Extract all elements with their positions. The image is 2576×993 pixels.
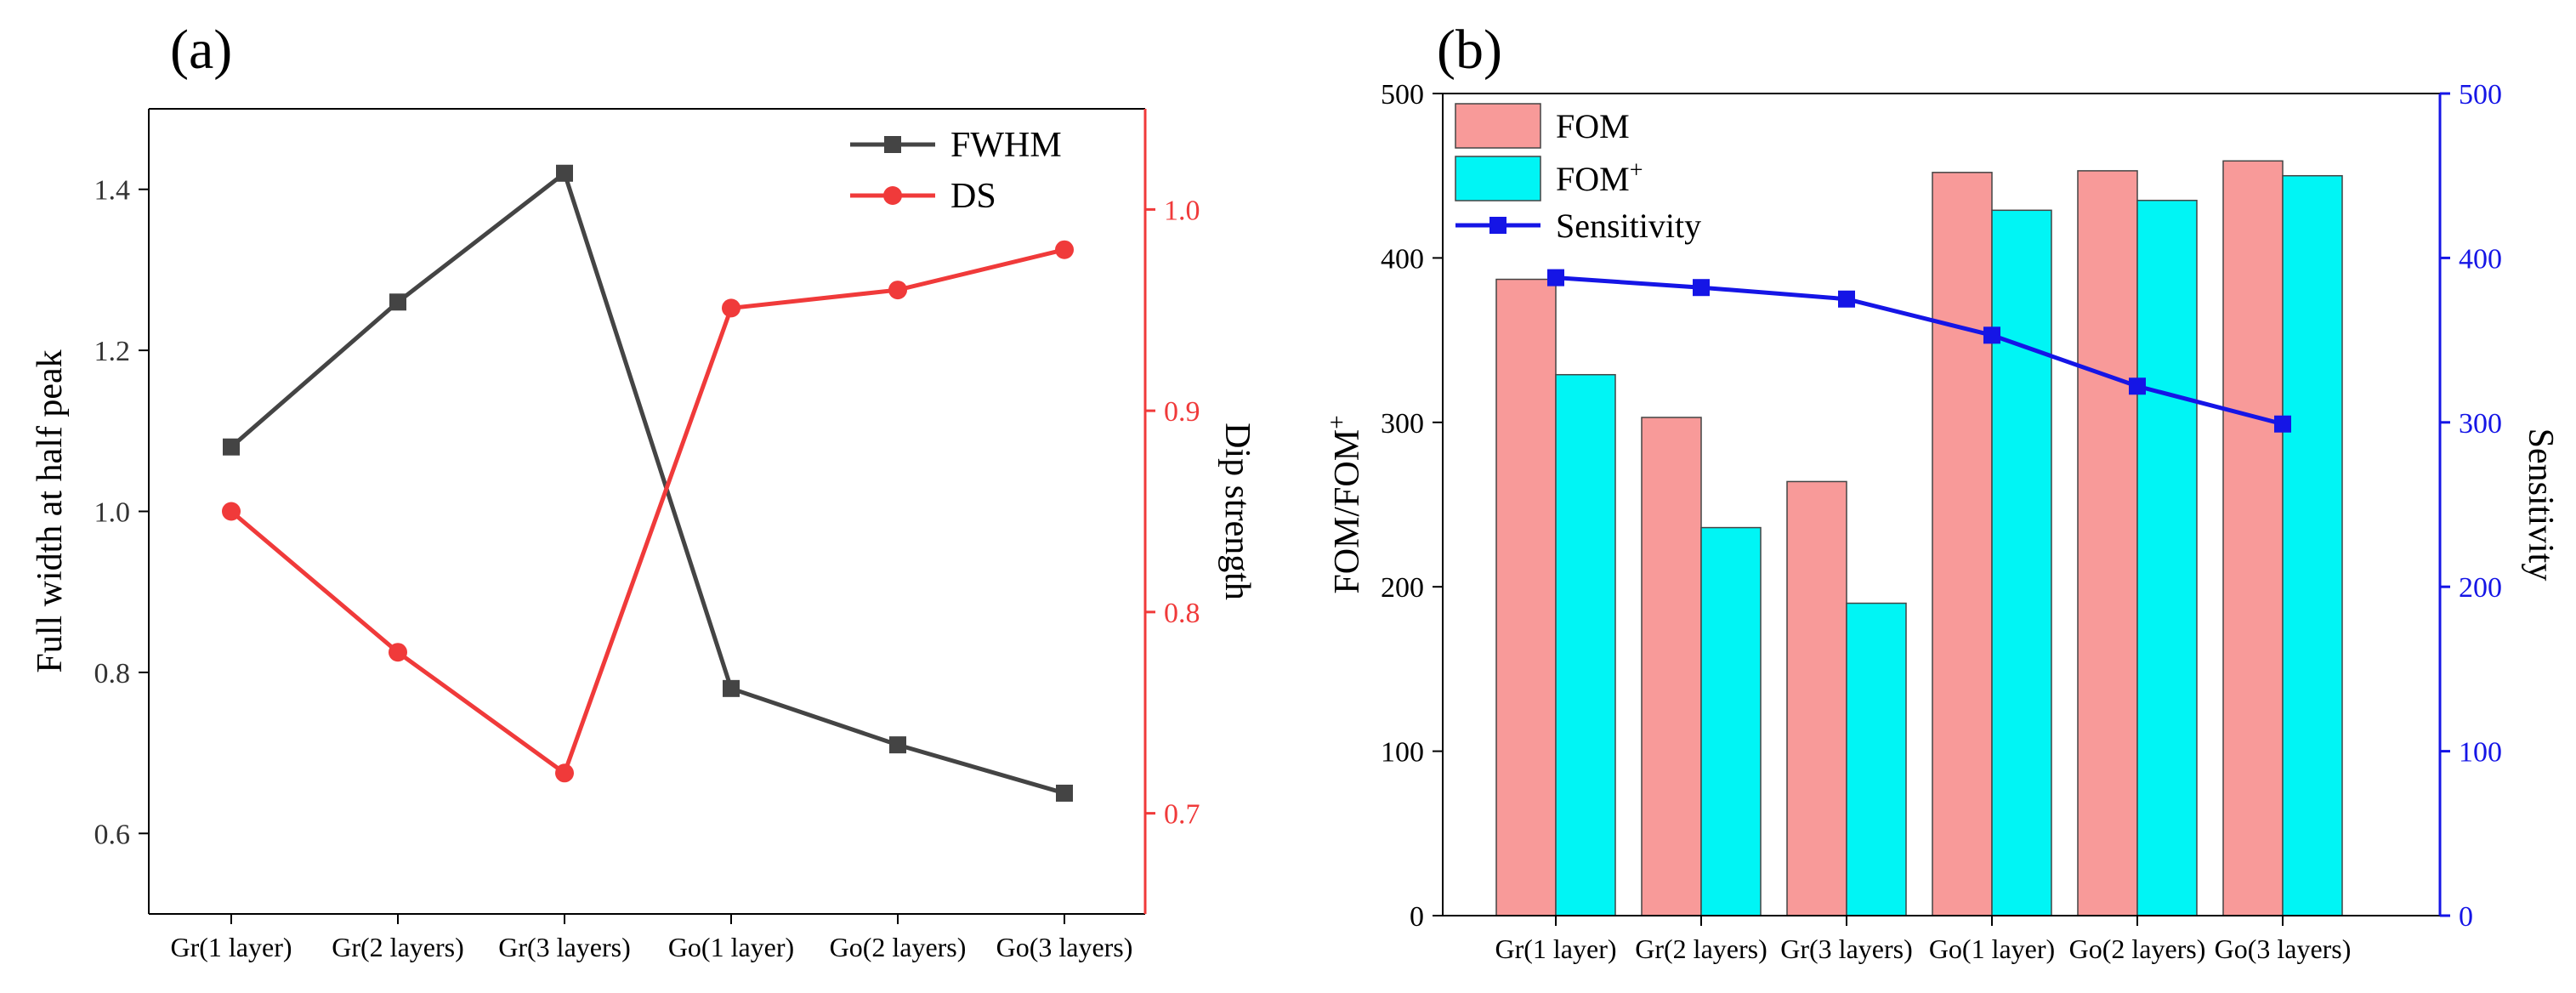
sensitivity-point [1838, 290, 1855, 308]
ds-point [888, 281, 907, 300]
fwhm-point [556, 164, 573, 182]
sensitivity-point [2129, 377, 2146, 395]
y2-tick-label-b: 300 [2459, 408, 2502, 440]
sensitivity-point [2274, 415, 2291, 433]
fwhm-point [723, 679, 740, 697]
y2-tick-label-b: 0 [2459, 901, 2473, 933]
y-tick-label-a: 1.0 [94, 497, 131, 529]
y-tick-label-b: 300 [1381, 408, 1424, 440]
y2-axis-title-a: Dip strength [1217, 423, 1257, 600]
fom-plus-bar [2282, 174, 2343, 916]
sensitivity-point [1983, 326, 2000, 344]
y2-tick-label-b: 100 [2459, 737, 2502, 769]
y-tick-label-a: 0.8 [94, 658, 131, 689]
x-tick-label-a: Gr(3 layers) [498, 932, 630, 962]
x-tick-label-a: Gr(2 layers) [332, 932, 463, 962]
legend-label-fom: FOM [1556, 107, 1630, 145]
y2-axis-title-b: Sensitivity [2521, 428, 2560, 582]
fom-bar [1495, 278, 1557, 916]
fom-plus-bar [2136, 199, 2198, 916]
fom-plus-bar [1846, 602, 1907, 916]
y-axis-title-b: FOM/FOM+ [1324, 415, 1367, 593]
legend-label-fwhm: FWHM [950, 126, 1062, 165]
fom-bar [1641, 417, 1702, 916]
sensitivity-point [1693, 279, 1710, 297]
fom-plus-bar [1700, 526, 1762, 916]
fom-plus-bar [1555, 373, 1616, 916]
fom-plus-bar [1991, 209, 2052, 916]
ds-point [555, 763, 574, 783]
y-tick-label-b: 500 [1381, 79, 1424, 111]
x-tick-label-b: Go(3 layers) [2215, 933, 2352, 964]
x-tick-label-a: Gr(1 layer) [170, 932, 292, 962]
fwhm-point [223, 438, 240, 456]
fwhm-line [230, 169, 1065, 796]
sensitivity-point [1547, 269, 1564, 287]
y2-tick-label-b: 200 [2459, 572, 2502, 604]
y-tick-label-b: 200 [1381, 572, 1424, 604]
fwhm-point [1056, 784, 1073, 802]
x-tick-label-b: Go(1 layer) [1929, 933, 2055, 964]
y-tick-label-a: 0.6 [94, 819, 131, 850]
y2-tick-label-b: 500 [2459, 79, 2502, 111]
legend-swatch-fom-plus [1455, 156, 1541, 201]
y-tick-label-b: 0 [1410, 901, 1424, 933]
x-tick-label-b: Gr(1 layer) [1495, 933, 1616, 964]
fwhm-point [889, 736, 906, 754]
y2-tick-label-a: 0.8 [1164, 598, 1200, 629]
ds-point [722, 298, 740, 318]
fom-bar [1932, 172, 1993, 916]
fom-bar [1786, 480, 1847, 916]
legend-marker-sensitivity [1489, 217, 1506, 234]
y-axis-title-a: Full width at half peak [31, 349, 70, 672]
panel-label-b: (b) [1437, 19, 1502, 81]
chart-b: (b) 0 100 200 300 400 500 0 100 200 300 400 500 Gr(1 … [1324, 19, 2560, 964]
fwhm-point [389, 293, 406, 311]
legend-marker-fwhm [884, 136, 901, 153]
legend-marker-ds [883, 186, 902, 205]
y-tick-label-a: 1.4 [94, 175, 131, 207]
x-tick-label-b: Gr(2 layers) [1635, 933, 1767, 964]
y2-tick-label-b: 400 [2459, 243, 2502, 275]
ds-point [222, 502, 241, 521]
x-tick-label-b: Gr(3 layers) [1780, 933, 1912, 964]
y2-tick-label-a: 0.9 [1164, 396, 1200, 428]
y2-tick-label-a: 1.0 [1164, 195, 1200, 226]
x-tick-label-a: Go(2 layers) [830, 932, 967, 962]
chart-a: (a) 0.6 0.8 1.0 1.2 1.4 0.7 0.8 0.9 1.0 Gr(1 layer… [31, 19, 1257, 962]
fom-bar [2222, 160, 2284, 916]
y-tick-label-b: 400 [1381, 243, 1424, 275]
ds-point [1055, 240, 1074, 259]
x-tick-label-b: Go(2 layers) [2069, 933, 2206, 964]
x-tick-label-a: Go(3 layers) [996, 932, 1133, 962]
fom-bar [2077, 170, 2138, 916]
legend-label-fom-plus: FOM+ [1556, 157, 1643, 199]
ds-line [230, 247, 1065, 777]
legend-swatch-fom [1455, 103, 1541, 149]
y-tick-label-b: 100 [1381, 737, 1424, 769]
y2-tick-label-a: 0.7 [1164, 799, 1200, 831]
legend-label-sensitivity: Sensitivity [1556, 207, 1701, 245]
sensitivity-line [1555, 275, 2284, 427]
x-tick-label-a: Go(1 layer) [668, 932, 794, 962]
ds-point [389, 643, 407, 662]
panel-label-a: (a) [170, 19, 232, 81]
y-tick-label-a: 1.2 [94, 336, 131, 367]
legend-label-ds: DS [950, 177, 996, 216]
